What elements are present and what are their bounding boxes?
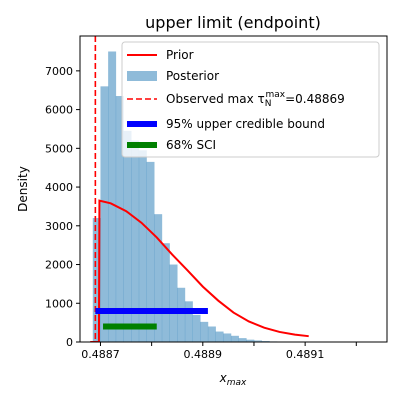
posterior-bar-6 bbox=[138, 150, 147, 342]
legend-box bbox=[121, 41, 380, 158]
legend-label-prior: Prior bbox=[166, 48, 194, 62]
y-tick-label-5: 5000 bbox=[45, 142, 73, 155]
posterior-bar-2 bbox=[108, 51, 117, 342]
posterior-bar-5 bbox=[131, 140, 140, 342]
posterior-bar-7 bbox=[146, 161, 155, 342]
posterior-bar-1 bbox=[100, 86, 109, 342]
chart-title: upper limit (endpoint) bbox=[145, 13, 321, 32]
posterior-bar-12 bbox=[184, 301, 193, 342]
y-axis-label: Density bbox=[16, 166, 30, 212]
posterior-bar-21 bbox=[253, 340, 262, 342]
legend: Prior Posterior Observed max τNmax=0.48869… bbox=[121, 41, 380, 158]
y-tick-label-6: 6000 bbox=[45, 104, 73, 117]
legend-posterior-swatch bbox=[127, 71, 157, 81]
posterior-bar-18 bbox=[230, 335, 239, 342]
y-tick-label-1: 1000 bbox=[45, 297, 73, 310]
legend-label-ub95: 95% upper credible bound bbox=[166, 117, 325, 131]
posterior-bar-4 bbox=[123, 130, 132, 342]
y-tick-label-3: 3000 bbox=[45, 220, 73, 233]
posterior-bar-3 bbox=[115, 96, 124, 342]
prior-curve bbox=[90, 199, 309, 342]
posterior-bar-10 bbox=[169, 264, 178, 342]
posterior-bar-19 bbox=[238, 338, 247, 342]
posterior-bar-8 bbox=[154, 214, 163, 342]
posterior-bar-13 bbox=[192, 314, 201, 342]
posterior-bar-9 bbox=[161, 243, 170, 342]
axes: 0.4887 0.4889 0.4891 0 1000 2000 3000 4000 5000 6… bbox=[45, 65, 357, 361]
posterior-bar-20 bbox=[246, 339, 255, 342]
posterior-bar-14 bbox=[200, 321, 209, 342]
legend-label-sci68: 68% SCI bbox=[166, 138, 216, 152]
posterior-bar-15 bbox=[207, 326, 216, 342]
y-tick-label-7: 7000 bbox=[45, 65, 73, 78]
plot-lines bbox=[90, 36, 309, 342]
x-axis-label: xmax bbox=[219, 371, 247, 388]
y-tick-label-2: 2000 bbox=[45, 259, 73, 272]
posterior-histogram bbox=[92, 51, 308, 342]
x-tick-label-1: 0.4889 bbox=[184, 348, 223, 361]
posterior-bar-0 bbox=[92, 218, 101, 342]
legend-label-observed: Observed max τNmax=0.48869 bbox=[166, 90, 345, 109]
plot-frame bbox=[79, 35, 388, 343]
posterior-bar-17 bbox=[223, 333, 232, 342]
x-tick-label-0: 0.4887 bbox=[81, 348, 120, 361]
posterior-bar-11 bbox=[177, 287, 186, 342]
posterior-bar-16 bbox=[215, 331, 224, 342]
x-tick-label-2: 0.4891 bbox=[286, 348, 325, 361]
y-tick-label-4: 4000 bbox=[45, 181, 73, 194]
y-tick-label-0: 0 bbox=[66, 336, 73, 349]
legend-label-posterior: Posterior bbox=[166, 69, 219, 83]
